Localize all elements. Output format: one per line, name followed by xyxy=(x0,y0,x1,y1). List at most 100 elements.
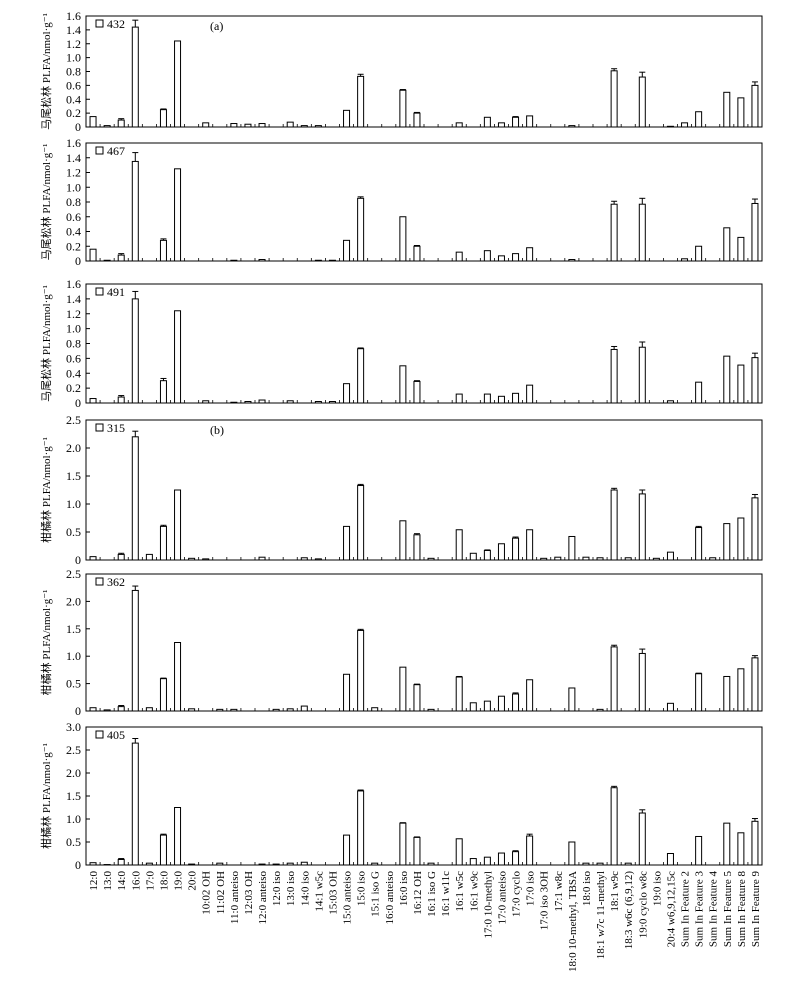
bar xyxy=(300,557,308,561)
bar xyxy=(695,835,703,866)
bar xyxy=(202,558,210,561)
panel-4: 0 0.5 1.0 1.5 2.0 2.5 柑橘林 PLFA/nmol·g⁻¹ 315 (b) xyxy=(39,413,763,567)
bar xyxy=(216,708,224,712)
bar xyxy=(357,485,365,561)
bar xyxy=(512,693,520,712)
bar xyxy=(526,115,534,128)
bar xyxy=(244,401,252,404)
bar xyxy=(286,862,294,866)
bar xyxy=(568,125,576,128)
bar xyxy=(723,355,731,404)
bar xyxy=(174,310,182,404)
bar xyxy=(695,673,703,712)
bar xyxy=(286,121,294,128)
bar xyxy=(357,790,365,866)
bar xyxy=(737,832,745,866)
legend-swatch xyxy=(95,423,104,432)
y-tick-label: 1.0 xyxy=(66,322,81,336)
plot-frame xyxy=(85,15,763,128)
bar xyxy=(568,841,576,866)
x-tick-label: 14:0 iso xyxy=(299,871,311,907)
legend-label: 405 xyxy=(107,728,125,742)
y-tick-label: 0 xyxy=(75,858,81,872)
bar xyxy=(497,695,505,712)
x-tick-label: 16:0 iso xyxy=(398,871,410,907)
bar xyxy=(751,820,759,866)
bar xyxy=(272,863,280,866)
bar xyxy=(399,520,407,561)
bar xyxy=(497,255,505,262)
panel-3: 00.20.40.60.81.01.21.41.6 马尾松林 PLFA/nmol·… xyxy=(39,277,763,410)
bar xyxy=(357,629,365,712)
bar xyxy=(89,248,97,262)
bar xyxy=(258,123,266,128)
x-tick-label: 12:0 iso xyxy=(271,871,283,907)
bar xyxy=(343,109,351,128)
bar xyxy=(483,116,491,128)
bar xyxy=(751,357,759,404)
x-tick-label: 12:0 xyxy=(88,871,100,891)
bar xyxy=(568,259,576,262)
bar xyxy=(526,247,534,262)
bar xyxy=(624,557,632,561)
bar xyxy=(202,122,210,128)
y-tick-label: 1.4 xyxy=(66,151,81,165)
legend-swatch xyxy=(95,146,104,155)
bar xyxy=(737,668,745,712)
bar xyxy=(314,558,322,561)
bar xyxy=(413,380,421,404)
bar xyxy=(244,123,252,128)
x-tick-label: 18:0 10-methyl, TBSA xyxy=(567,871,579,972)
x-tick-label: 14:1 w5c xyxy=(313,871,325,912)
bar xyxy=(103,125,111,128)
y-tick-label: 1.2 xyxy=(66,37,81,51)
y-tick-label: 0 xyxy=(75,396,81,410)
bar xyxy=(582,862,590,866)
bar xyxy=(455,251,463,262)
bar xyxy=(512,116,520,128)
x-tick-label: 11:0 anteiso xyxy=(229,871,241,925)
x-tick-label: 12:0 anteiso xyxy=(257,871,269,925)
bar xyxy=(159,525,167,561)
bar xyxy=(512,253,520,262)
y-axis-label: 马尾松林 PLFA/nmol·g⁻¹ xyxy=(39,144,53,261)
bar xyxy=(455,676,463,712)
bar xyxy=(681,258,689,262)
bar xyxy=(497,122,505,128)
x-tick-label: 16:1 w9c xyxy=(468,871,480,912)
bar xyxy=(483,393,491,404)
bar xyxy=(258,863,266,866)
bar xyxy=(666,853,674,866)
legend-label: 467 xyxy=(107,144,125,158)
x-tick-label: Sum In Feature 5 xyxy=(722,871,734,948)
bar xyxy=(483,700,491,712)
legend-swatch xyxy=(95,287,104,296)
x-tick-label: Sum In Feature 4 xyxy=(708,871,720,948)
plot-frame xyxy=(85,283,763,404)
bar xyxy=(145,553,153,561)
bar xyxy=(610,787,618,866)
y-axis-label: 柑橘林 PLFA/nmol·g⁻¹ xyxy=(39,437,53,543)
bar xyxy=(343,673,351,712)
bar xyxy=(737,364,745,404)
y-tick-label: 1.5 xyxy=(66,789,81,803)
y-tick-label: 2.0 xyxy=(66,441,81,455)
y-tick-label: 0.6 xyxy=(66,78,81,92)
y-axis-label: 马尾松林 PLFA/nmol·g⁻¹ xyxy=(39,285,53,402)
x-tick-label: 17:0 iso 3OH xyxy=(539,871,551,930)
bar xyxy=(230,708,238,712)
x-tick-label: 18:0 xyxy=(158,871,170,891)
y-tick-label: 0.5 xyxy=(66,835,81,849)
bar xyxy=(610,489,618,561)
bar xyxy=(413,836,421,866)
bar xyxy=(314,125,322,128)
bar xyxy=(751,84,759,128)
bar xyxy=(512,392,520,404)
bar xyxy=(737,97,745,128)
x-tick-label: 16:0 anteiso xyxy=(384,871,396,925)
bar xyxy=(131,298,139,404)
x-tick-label: 17:0 iso xyxy=(525,871,537,907)
bar xyxy=(371,707,379,712)
x-tick-label: 17:0 cyclo xyxy=(511,871,523,918)
y-tick-label: 1.5 xyxy=(66,622,81,636)
